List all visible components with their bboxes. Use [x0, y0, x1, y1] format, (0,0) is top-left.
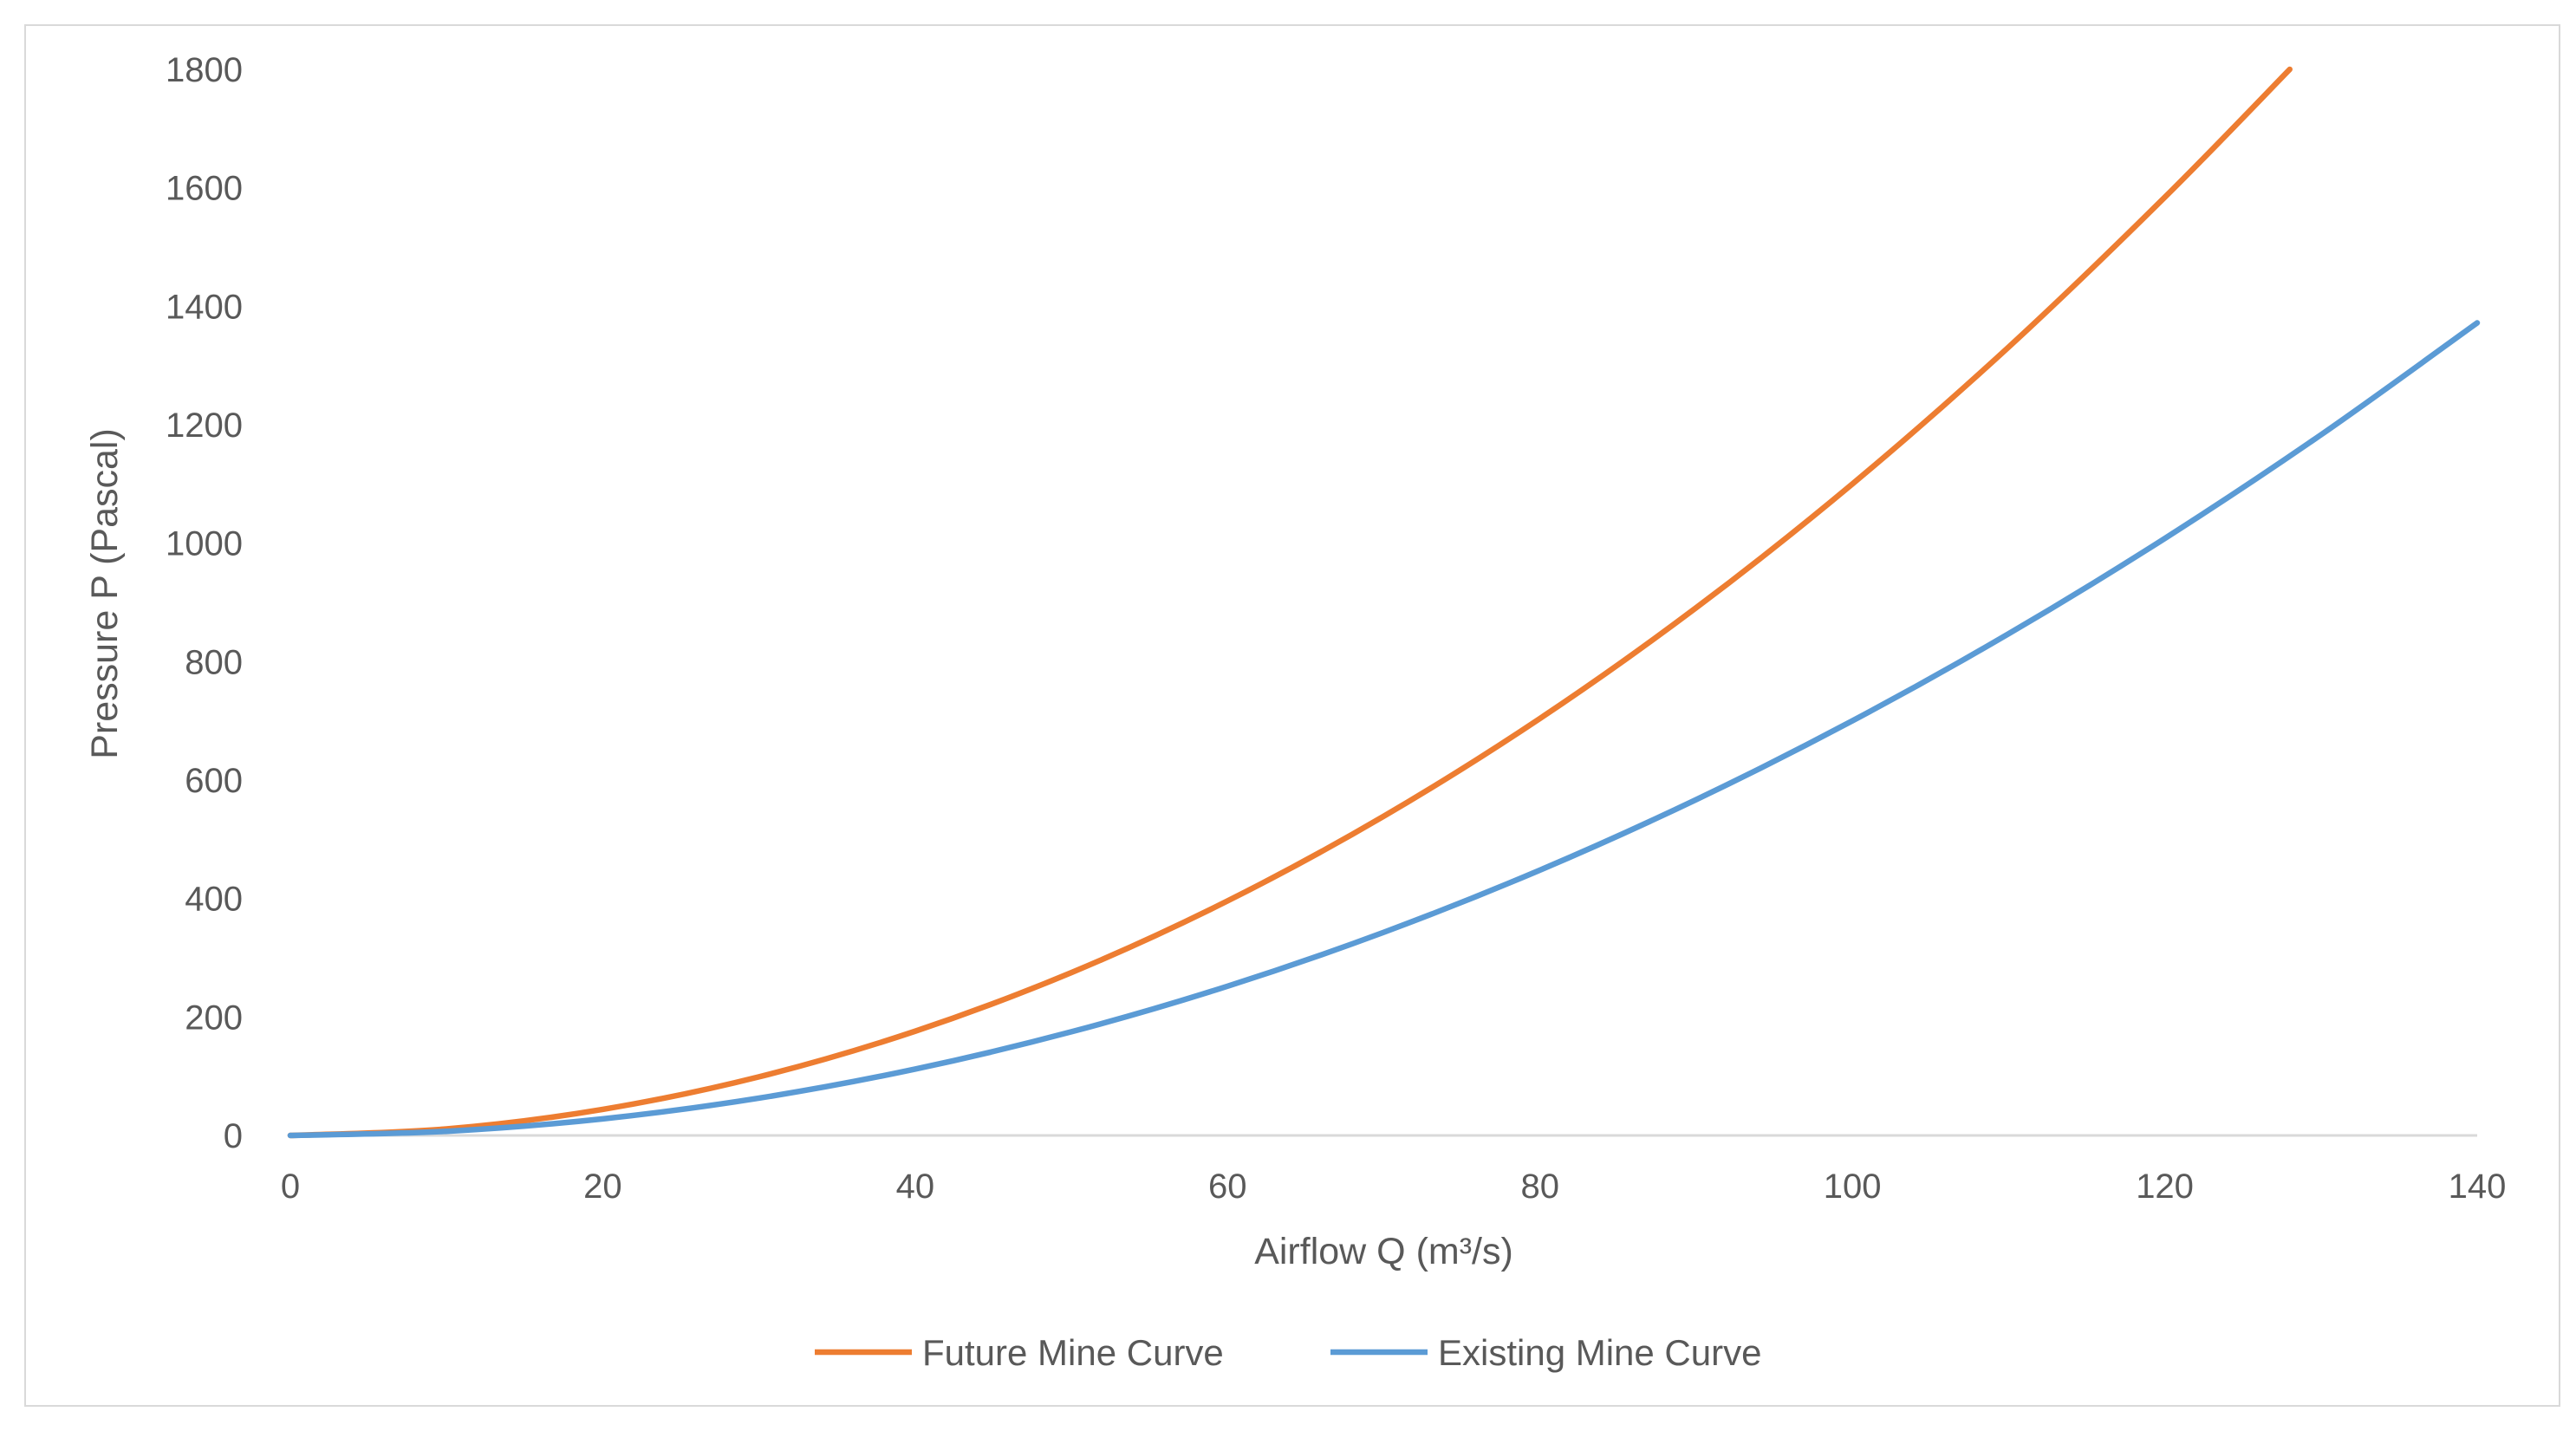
legend-item-existing-mine-curve: Existing Mine Curve [1330, 1332, 1761, 1373]
y-axis-title: Pressure P (Pascal) [84, 428, 126, 759]
y-tick-label: 0 [224, 1117, 243, 1155]
y-tick-label: 400 [185, 881, 243, 919]
legend: Future Mine Curve Existing Mine Curve [815, 1332, 1761, 1373]
x-tick-label: 80 [1520, 1168, 1559, 1206]
x-axis-title: Airflow Q (m³/s) [1254, 1231, 1513, 1272]
future-mine-curve-series [287, 66, 2293, 1139]
y-tick-label: 1200 [166, 407, 243, 445]
existing-mine-curve-line [287, 320, 2481, 1139]
y-tick-label: 1400 [166, 288, 243, 326]
y-axis-ticks: 0 200 400 600 800 1000 1200 1400 1600 1800 [166, 51, 243, 1155]
y-tick-label: 1800 [166, 51, 243, 89]
x-tick-label: 120 [2136, 1168, 2194, 1206]
x-tick-label: 140 [2449, 1168, 2507, 1206]
x-tick-label: 20 [583, 1168, 622, 1206]
future-mine-curve-line [287, 66, 2293, 1139]
y-tick-label: 800 [185, 643, 243, 681]
y-tick-label: 200 [185, 998, 243, 1037]
y-tick-label: 1600 [166, 170, 243, 208]
line-chart: 0 200 400 600 800 1000 1200 1400 1600 1800 0 20 40 6… [84, 51, 2507, 1373]
chart-frame: 0 200 400 600 800 1000 1200 1400 1600 1800 0 20 40 6… [24, 24, 2560, 1407]
existing-mine-curve-series [287, 320, 2481, 1139]
series-group [287, 66, 2481, 1139]
x-tick-label: 60 [1208, 1168, 1247, 1206]
y-tick-label: 1000 [166, 525, 243, 563]
x-tick-label: 0 [281, 1168, 300, 1206]
y-tick-label: 600 [185, 762, 243, 800]
x-axis-ticks: 0 20 40 60 80 100 120 140 [281, 1168, 2507, 1206]
x-tick-label: 100 [1824, 1168, 1882, 1206]
legend-label: Existing Mine Curve [1438, 1332, 1761, 1373]
legend-item-future-mine-curve: Future Mine Curve [815, 1332, 1224, 1373]
x-tick-label: 40 [896, 1168, 935, 1206]
legend-label: Future Mine Curve [922, 1332, 1224, 1373]
